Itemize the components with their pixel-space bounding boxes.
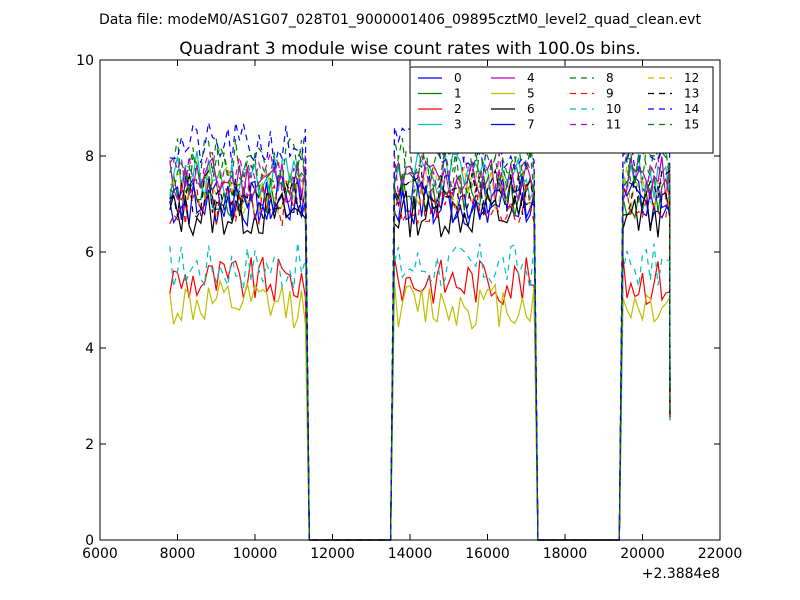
legend-label-8: 8 <box>606 71 614 85</box>
x-tick-label: 20000 <box>620 546 665 562</box>
legend-label-4: 4 <box>527 71 535 85</box>
legend-box <box>409 66 714 154</box>
legend-label-14: 14 <box>684 102 699 116</box>
legend-label-13: 13 <box>684 87 699 101</box>
y-tick-label: 4 <box>85 341 94 357</box>
series-line-11 <box>169 151 671 541</box>
y-tick-label: 8 <box>85 149 94 165</box>
x-tick-label: 18000 <box>543 546 588 562</box>
legend-label-11: 11 <box>606 118 621 132</box>
legend-label-9: 9 <box>606 87 614 101</box>
legend-label-0: 0 <box>454 71 462 85</box>
legend-label-3: 3 <box>454 118 462 132</box>
legend-label-1: 1 <box>454 87 462 101</box>
chart-title: Quadrant 3 module wise count rates with … <box>179 39 640 59</box>
x-tick-label: 14000 <box>388 546 433 562</box>
legend-label-5: 5 <box>527 87 535 101</box>
x-axis-ticks: 6000 8000 10000 12000 14000 16000 18000 20000 22… <box>82 60 742 562</box>
y-tick-label: 0 <box>85 533 94 549</box>
legend-label-10: 10 <box>606 102 621 116</box>
figure-suptitle: Data file: modeM0/AS1G07_028T01_90000014… <box>99 12 701 28</box>
x-tick-label: 12000 <box>310 546 355 562</box>
x-tick-label: 8000 <box>160 546 196 562</box>
legend-label-7: 7 <box>527 118 535 132</box>
x-axis-offset-label: +2.3884e8 <box>642 566 720 582</box>
y-tick-label: 2 <box>85 437 94 453</box>
legend-label-6: 6 <box>527 102 535 116</box>
y-tick-label: 6 <box>85 245 94 261</box>
x-tick-label: 22000 <box>698 546 743 562</box>
x-tick-label: 16000 <box>465 546 510 562</box>
x-tick-label: 6000 <box>82 546 118 562</box>
y-tick-label: 10 <box>76 53 94 69</box>
legend-label-12: 12 <box>684 71 699 85</box>
x-tick-label: 10000 <box>233 546 278 562</box>
legend-label-2: 2 <box>454 102 462 116</box>
legend-label-15: 15 <box>684 118 699 132</box>
